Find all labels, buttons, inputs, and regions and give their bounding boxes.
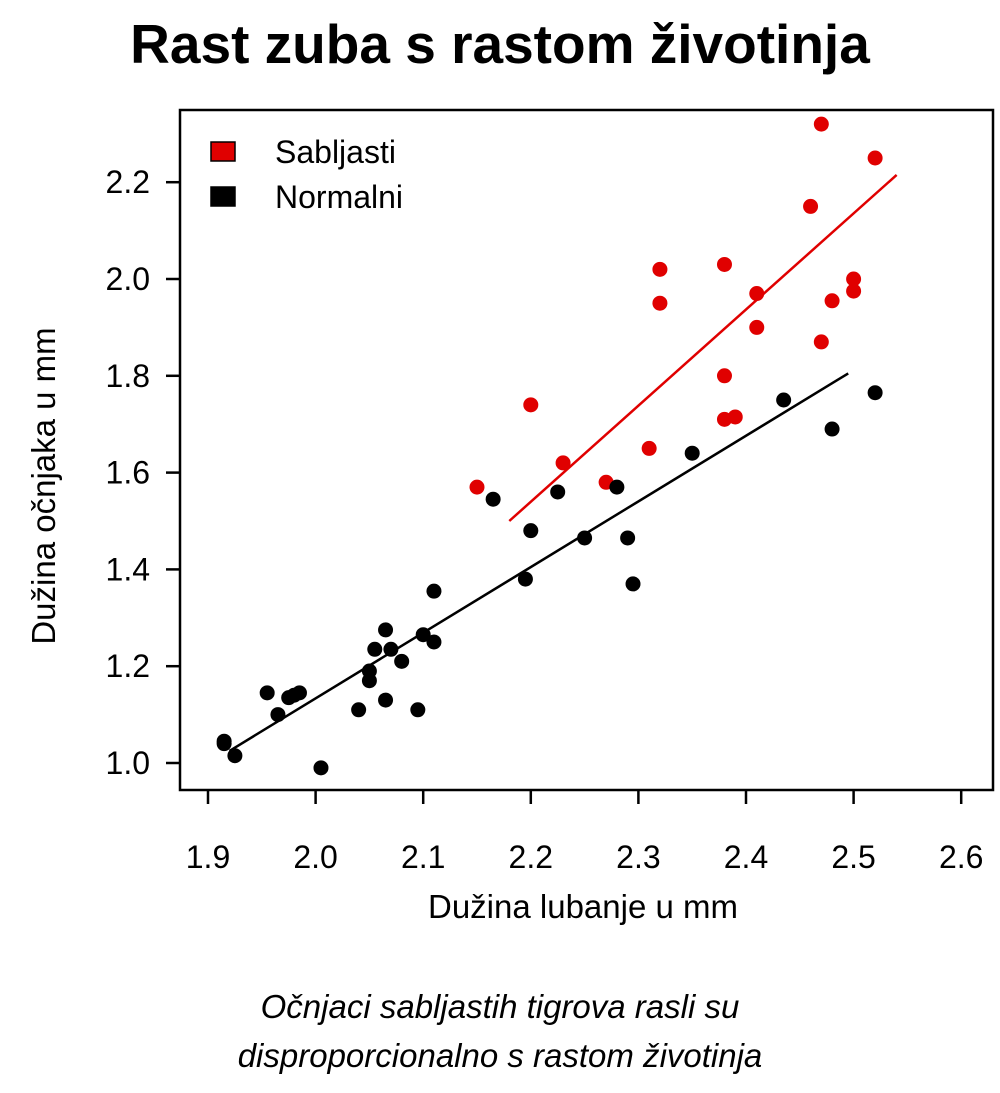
data-point	[641, 440, 657, 456]
x-tick-label: 1.9	[186, 839, 230, 875]
plot-frame	[178, 108, 995, 792]
y-tick-label: 1.0	[106, 745, 150, 781]
data-point	[485, 491, 501, 507]
data-point	[270, 707, 286, 723]
regression-line	[228, 372, 849, 752]
data-point	[415, 627, 431, 643]
data-point	[361, 663, 377, 679]
data-point	[227, 748, 243, 764]
data-point	[867, 385, 883, 401]
data-point	[846, 283, 862, 299]
x-tick-label: 2.1	[401, 839, 445, 875]
data-point	[291, 685, 307, 701]
data-point	[517, 571, 533, 587]
y-axis-label: Dužina očnjaka u mm	[25, 327, 62, 644]
data-point	[577, 530, 593, 546]
data-point	[813, 334, 829, 350]
data-point	[716, 368, 732, 384]
data-point	[378, 692, 394, 708]
data-point	[426, 583, 442, 599]
caption-line-1: Očnjaci sabljastih tigrova rasli su	[260, 988, 740, 1025]
y-tick-label: 1.8	[106, 358, 150, 394]
data-point	[716, 256, 732, 272]
data-point	[367, 641, 383, 657]
legend-swatch	[210, 141, 236, 162]
data-point	[383, 641, 399, 657]
legend-label: Normalni	[275, 179, 403, 215]
data-point	[824, 421, 840, 437]
regression-lines	[228, 174, 898, 752]
y-tick-label: 1.2	[106, 648, 150, 684]
x-tick-label: 2.4	[724, 839, 768, 875]
data-point	[652, 261, 668, 277]
data-point	[378, 622, 394, 638]
data-point	[727, 409, 743, 425]
caption-line-2: disproporcionalno s rastom životinja	[237, 1037, 763, 1074]
data-point	[776, 392, 792, 408]
data-point	[426, 634, 442, 650]
data-point	[749, 319, 765, 335]
data-point	[803, 198, 819, 214]
chart-title: Rast zuba s rastom životinja	[130, 13, 870, 75]
data-point	[684, 445, 700, 461]
x-tick-label: 2.6	[939, 839, 983, 875]
data-point	[813, 116, 829, 132]
data-point	[469, 479, 485, 495]
data-point	[846, 271, 862, 287]
data-point	[351, 702, 367, 718]
data-point	[824, 293, 840, 309]
legend-label: Sabljasti	[275, 134, 396, 170]
data-point	[550, 484, 566, 500]
y-tick-label: 1.6	[106, 455, 150, 491]
legend: Sabljasti Normalni	[210, 134, 403, 215]
data-point	[652, 295, 668, 311]
regression-line	[508, 174, 898, 522]
data-point	[259, 685, 275, 701]
data-point	[216, 733, 232, 749]
x-tick-label: 2.2	[509, 839, 553, 875]
data-point	[313, 760, 329, 776]
data-point	[523, 397, 539, 413]
data-point	[867, 150, 883, 166]
y-tick-label: 2.2	[106, 164, 150, 200]
x-axis-label: Dužina lubanje u mm	[428, 888, 738, 925]
y-tick-label: 2.0	[106, 261, 150, 297]
data-point	[555, 455, 571, 471]
data-point	[625, 576, 641, 592]
x-tick-label: 2.5	[831, 839, 875, 875]
data-point	[620, 530, 636, 546]
data-point	[394, 653, 410, 669]
legend-swatch	[210, 186, 236, 207]
data-point	[749, 286, 765, 302]
data-points	[216, 116, 883, 776]
data-point	[410, 702, 426, 718]
data-point	[609, 479, 625, 495]
y-tick-label: 1.4	[106, 551, 150, 587]
data-point	[523, 523, 539, 539]
x-tick-label: 2.3	[616, 839, 660, 875]
x-tick-label: 2.0	[293, 839, 337, 875]
axis-ticks: 1.9 2.0 2.1 2.2 2.3 2.4 2.5 2.6 1.0 1.2 1.4 1.6 1.8 2…	[106, 164, 984, 875]
